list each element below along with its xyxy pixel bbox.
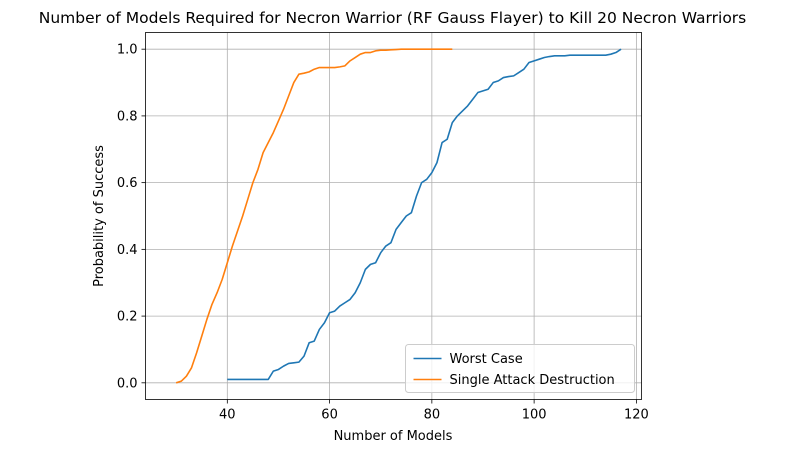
legend-label: Worst Case: [450, 352, 523, 367]
y-tick-label: 0.8: [117, 109, 138, 124]
plot-frame: [145, 32, 642, 400]
x-tick-label: 80: [424, 408, 441, 423]
series-line-single-attack-destruction: [175, 48, 453, 384]
axis-ticks: 40 60 80 100 120 0.0 0.2 0.4 0.6 0.8 1.0: [117, 43, 649, 423]
series-line-worst-case: [227, 48, 622, 381]
legend: Worst Case Single Attack Destruction: [405, 344, 635, 393]
x-tick-label: 40: [219, 408, 236, 423]
x-tick-label: 60: [321, 408, 338, 423]
y-axis-label: Probability of Success: [92, 145, 107, 287]
x-axis-label: Number of Models: [334, 429, 453, 444]
series-lines: [175, 48, 622, 384]
y-tick-label: 0.6: [117, 176, 138, 191]
legend-label: Single Attack Destruction: [450, 373, 615, 388]
grid-lines: [145, 32, 642, 400]
y-tick-label: 0.2: [117, 310, 138, 325]
y-tick-label: 0.4: [117, 243, 138, 258]
y-tick-label: 0.0: [117, 376, 138, 391]
x-tick-label: 120: [624, 408, 649, 423]
y-tick-label: 1.0: [117, 43, 138, 58]
legend-box: [405, 344, 635, 393]
x-tick-label: 100: [522, 408, 547, 423]
chart-title: Number of Models Required for Necron War…: [39, 9, 747, 27]
